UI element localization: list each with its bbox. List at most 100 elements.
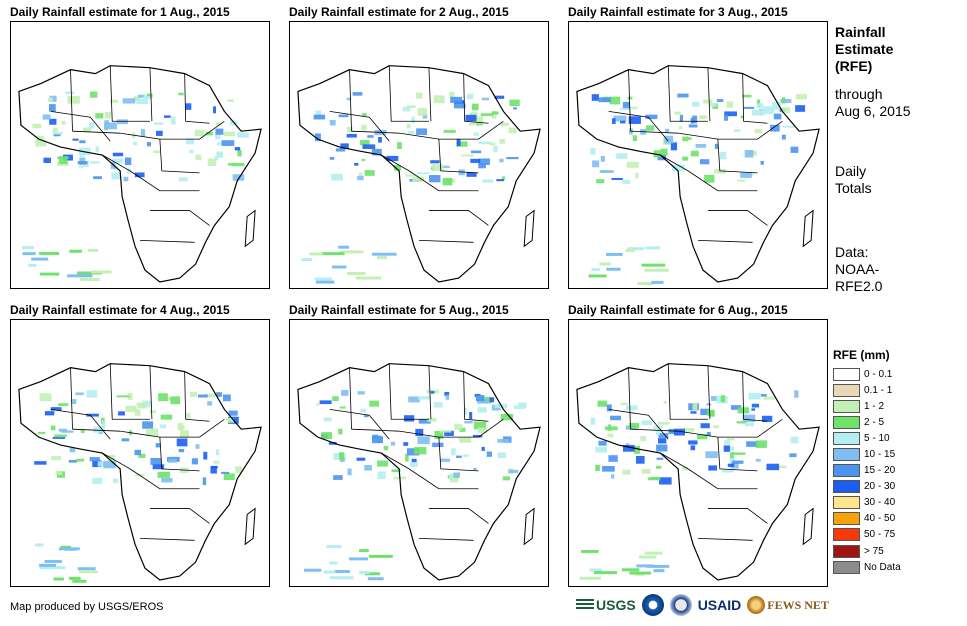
rain-cell: [22, 252, 36, 256]
rain-cell: [145, 428, 159, 437]
rain-cell: [90, 161, 100, 164]
rain-cell: [48, 97, 53, 102]
rain-cell: [408, 396, 420, 403]
rain-cell: [616, 153, 628, 159]
rain-cell: [369, 400, 379, 407]
rain-cell: [406, 105, 416, 108]
rain-cell: [655, 465, 662, 469]
country-border: [159, 437, 200, 472]
rain-cell: [213, 106, 217, 114]
legend-swatch: [833, 431, 860, 445]
rain-cell: [431, 164, 444, 171]
rain-cell: [397, 142, 402, 150]
rain-cell: [473, 421, 487, 430]
rain-cell: [361, 158, 366, 161]
rain-cell: [391, 469, 401, 473]
rain-cell: [150, 457, 162, 465]
rain-cell: [714, 169, 726, 174]
rain-cell: [53, 577, 64, 581]
rain-cell: [204, 393, 216, 398]
rain-cell: [329, 156, 335, 160]
rain-cell: [157, 471, 171, 478]
rain-cell: [133, 96, 140, 102]
rain-cell: [445, 394, 450, 400]
rain-cell: [225, 417, 233, 421]
fews-logo-text: FEWS NET: [767, 597, 829, 612]
country-border: [149, 210, 210, 226]
rain-cell: [223, 131, 236, 137]
rain-cell: [195, 154, 202, 161]
rain-cell: [203, 451, 208, 460]
rain-cell: [418, 419, 431, 424]
rain-cell: [124, 157, 132, 166]
rain-cell: [232, 162, 245, 167]
country-border: [149, 508, 210, 524]
rain-cell: [751, 109, 765, 116]
rain-cell: [377, 460, 388, 467]
rain-cell: [481, 446, 485, 451]
rainfall-map-6: [568, 319, 828, 587]
rain-cell: [499, 138, 505, 144]
country-border: [149, 365, 153, 420]
rain-cell: [39, 272, 60, 276]
rain-cell: [589, 568, 602, 572]
rain-cell: [697, 434, 708, 440]
rain-cell: [61, 430, 74, 433]
rain-cell: [111, 172, 122, 180]
rain-cell: [403, 442, 409, 446]
rain-cell: [622, 444, 635, 452]
country-border: [408, 468, 479, 490]
rain-cell: [664, 135, 674, 144]
rain-cell: [775, 465, 787, 469]
usaid-seal-icon: [669, 594, 692, 616]
rain-cell: [621, 568, 640, 572]
rain-cell: [720, 395, 726, 403]
country-border: [351, 428, 400, 432]
country-border: [120, 418, 225, 438]
rain-cell: [751, 403, 760, 408]
rain-cell: [699, 115, 708, 119]
rain-cell: [486, 451, 492, 457]
rain-cell: [590, 417, 596, 425]
rain-cell: [473, 467, 477, 471]
rain-cell: [178, 177, 188, 182]
rain-cell: [198, 394, 208, 398]
rain-cell: [508, 469, 519, 473]
rain-cell: [152, 464, 164, 470]
country-border: [463, 371, 489, 422]
rainfall-map-3: [568, 21, 828, 289]
country-border: [418, 239, 474, 243]
rain-cell: [328, 441, 337, 445]
rain-cell: [464, 421, 473, 424]
rain-cell: [329, 561, 338, 565]
rain-cell: [581, 549, 599, 553]
rain-cell: [706, 403, 712, 406]
rain-cell: [378, 137, 382, 143]
rain-cell: [646, 564, 670, 568]
rain-cell: [321, 252, 345, 256]
rain-cell: [170, 396, 180, 405]
rain-cell: [93, 426, 105, 433]
rain-cell: [314, 277, 333, 281]
rain-cell: [645, 246, 660, 250]
rain-cell: [656, 457, 664, 460]
usaid-logo: USAID: [697, 597, 742, 613]
legend-row: 50 - 75: [833, 527, 901, 543]
rain-cell: [781, 107, 791, 114]
rain-cell: [159, 424, 167, 429]
rain-cell: [22, 246, 35, 250]
data-line: RFE2.0: [835, 278, 883, 294]
usgs-logo: USGS: [576, 597, 636, 613]
rain-cell: [207, 158, 217, 167]
rain-cell: [622, 179, 631, 184]
legend-label: 10 - 15: [864, 449, 896, 461]
rain-cell: [228, 410, 238, 416]
rain-cell: [364, 465, 372, 471]
country-border: [72, 130, 121, 134]
rain-cell: [416, 92, 423, 99]
rain-cell: [417, 396, 431, 400]
rain-cell: [721, 469, 734, 473]
legend-rows: 0 - 0.1 0.1 - 1 1 - 2 2 - 5 5 - 10 10 - 15 15 …: [833, 366, 901, 575]
rain-cell: [309, 252, 323, 256]
map-canvas: [576, 65, 820, 285]
